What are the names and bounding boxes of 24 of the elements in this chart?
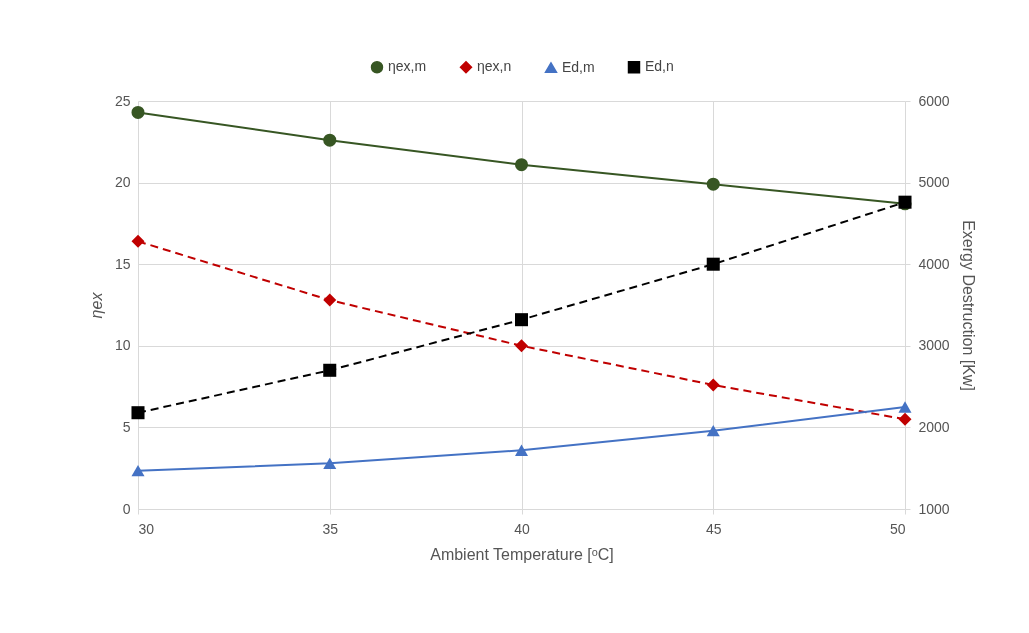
x-tick-label: 50 — [889, 520, 906, 537]
y2-tick-label: 2000 — [918, 418, 950, 435]
y2-tick-label: 4000 — [918, 255, 950, 272]
x-tick-label: 40 — [514, 520, 530, 537]
y2-tick-label: 3000 — [918, 337, 950, 354]
y-tick-label: 5 — [122, 418, 131, 435]
y2-tick-label: 6000 — [918, 92, 950, 109]
legend-label: Ed,m — [562, 58, 595, 75]
legend-label: ηex,n — [477, 58, 512, 75]
y-tick-label: 0 — [122, 500, 131, 517]
y-tick-label: 15 — [114, 255, 131, 272]
y-tick-label: 25 — [114, 92, 131, 109]
x-tick-label: 35 — [322, 520, 339, 537]
legend-label: Ed,n — [645, 58, 674, 75]
x-axis-title: Ambient Temperature [ᵒC] — [430, 545, 614, 563]
y2-axis-title: Exergy Destruction [Kw] — [959, 220, 977, 391]
y2-tick-label: 5000 — [918, 174, 950, 191]
y2-tick-label: 1000 — [918, 500, 950, 517]
x-tick-label: 45 — [705, 520, 722, 537]
legend-label: ηex,m — [388, 58, 427, 75]
y-axis-title: ηex — [87, 291, 105, 319]
y-tick-label: 20 — [114, 174, 131, 191]
y-tick-label: 10 — [114, 337, 131, 354]
x-tick-label: 30 — [138, 520, 155, 537]
